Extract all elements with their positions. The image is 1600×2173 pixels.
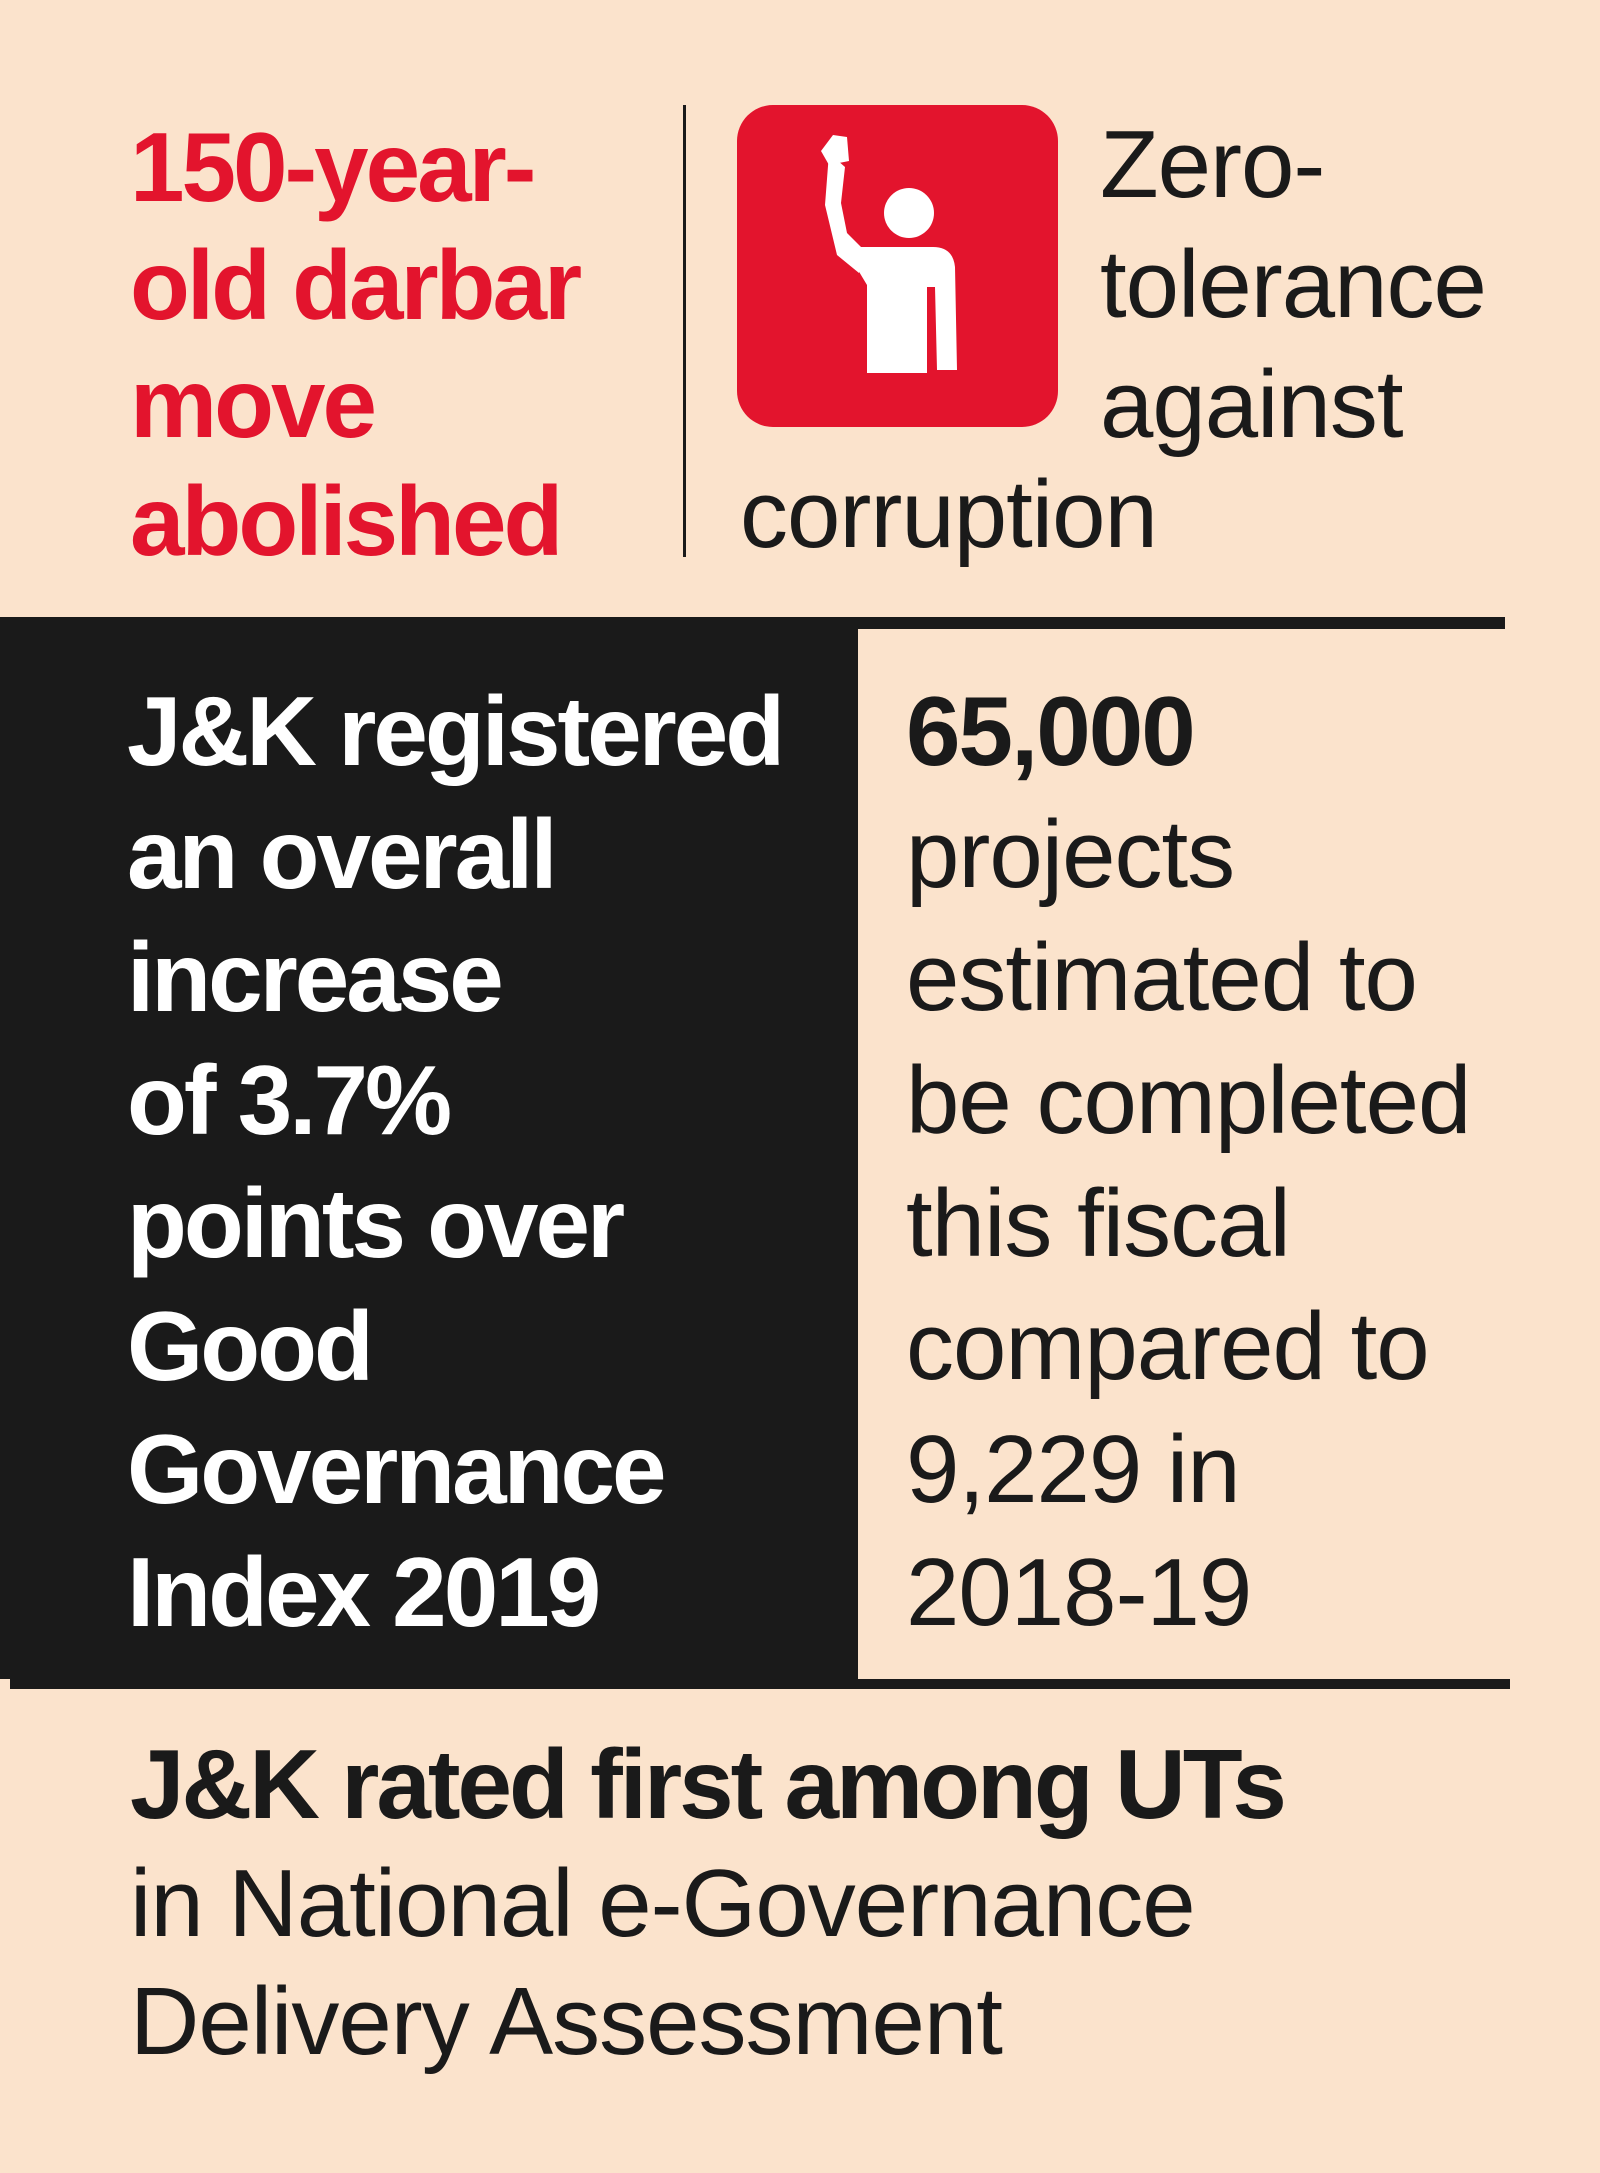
zero-line-1: Zero- — [1100, 111, 1325, 218]
proj-line-3: be completed — [906, 1047, 1471, 1154]
horizontal-rule-bottom — [10, 1679, 1510, 1689]
ut-line-2: Delivery Assessment — [130, 1968, 1003, 2075]
governance-index-text: J&K registered an overall increase of 3.… — [127, 670, 785, 1654]
darbar-move-heading: 150-year- old darbar move abolished — [130, 108, 582, 580]
darbar-line-2: old darbar — [130, 230, 582, 340]
darbar-line-1: 150-year- — [130, 112, 536, 222]
horizontal-rule-top — [0, 617, 1505, 629]
zero-line-3: against — [1100, 351, 1404, 458]
darbar-line-4: abolished — [130, 466, 563, 576]
projects-number: 65,000 — [906, 676, 1196, 786]
proj-line-4: this fiscal — [906, 1170, 1291, 1277]
proj-line-5: compared to — [906, 1293, 1430, 1400]
jk-line-8: Index 2019 — [127, 1537, 601, 1647]
zero-tolerance-text: Zero- tolerance against — [1100, 105, 1487, 465]
jk-line-6: Good — [127, 1291, 374, 1401]
jk-line-5: points over — [127, 1168, 625, 1278]
projects-text: projects estimated to be completed this … — [906, 793, 1471, 1654]
ut-line-1: in National e-Governance — [130, 1850, 1196, 1957]
ut-rating-heading: J&K rated first among UTs — [130, 1729, 1287, 1839]
proj-line-1: projects — [906, 801, 1235, 908]
jk-line-1: J&K registered — [127, 676, 785, 786]
jk-line-3: increase — [127, 922, 504, 1032]
proj-line-2: estimated to — [906, 924, 1418, 1031]
jk-line-2: an overall — [127, 799, 558, 909]
proj-line-7: 2018-19 — [906, 1539, 1252, 1646]
vertical-divider — [683, 105, 686, 557]
corruption-text: corruption — [740, 461, 1158, 568]
proj-line-6: 9,229 in — [906, 1416, 1241, 1523]
jk-line-7: Governance — [127, 1414, 666, 1524]
raised-hand-person-icon — [737, 105, 1058, 427]
ut-rating-text: in National e-Governance Delivery Assess… — [130, 1845, 1196, 2081]
black-panel — [0, 629, 858, 1679]
zero-line-2: tolerance — [1100, 231, 1487, 338]
jk-line-4: of 3.7% — [127, 1045, 452, 1155]
darbar-line-3: move — [130, 348, 377, 458]
